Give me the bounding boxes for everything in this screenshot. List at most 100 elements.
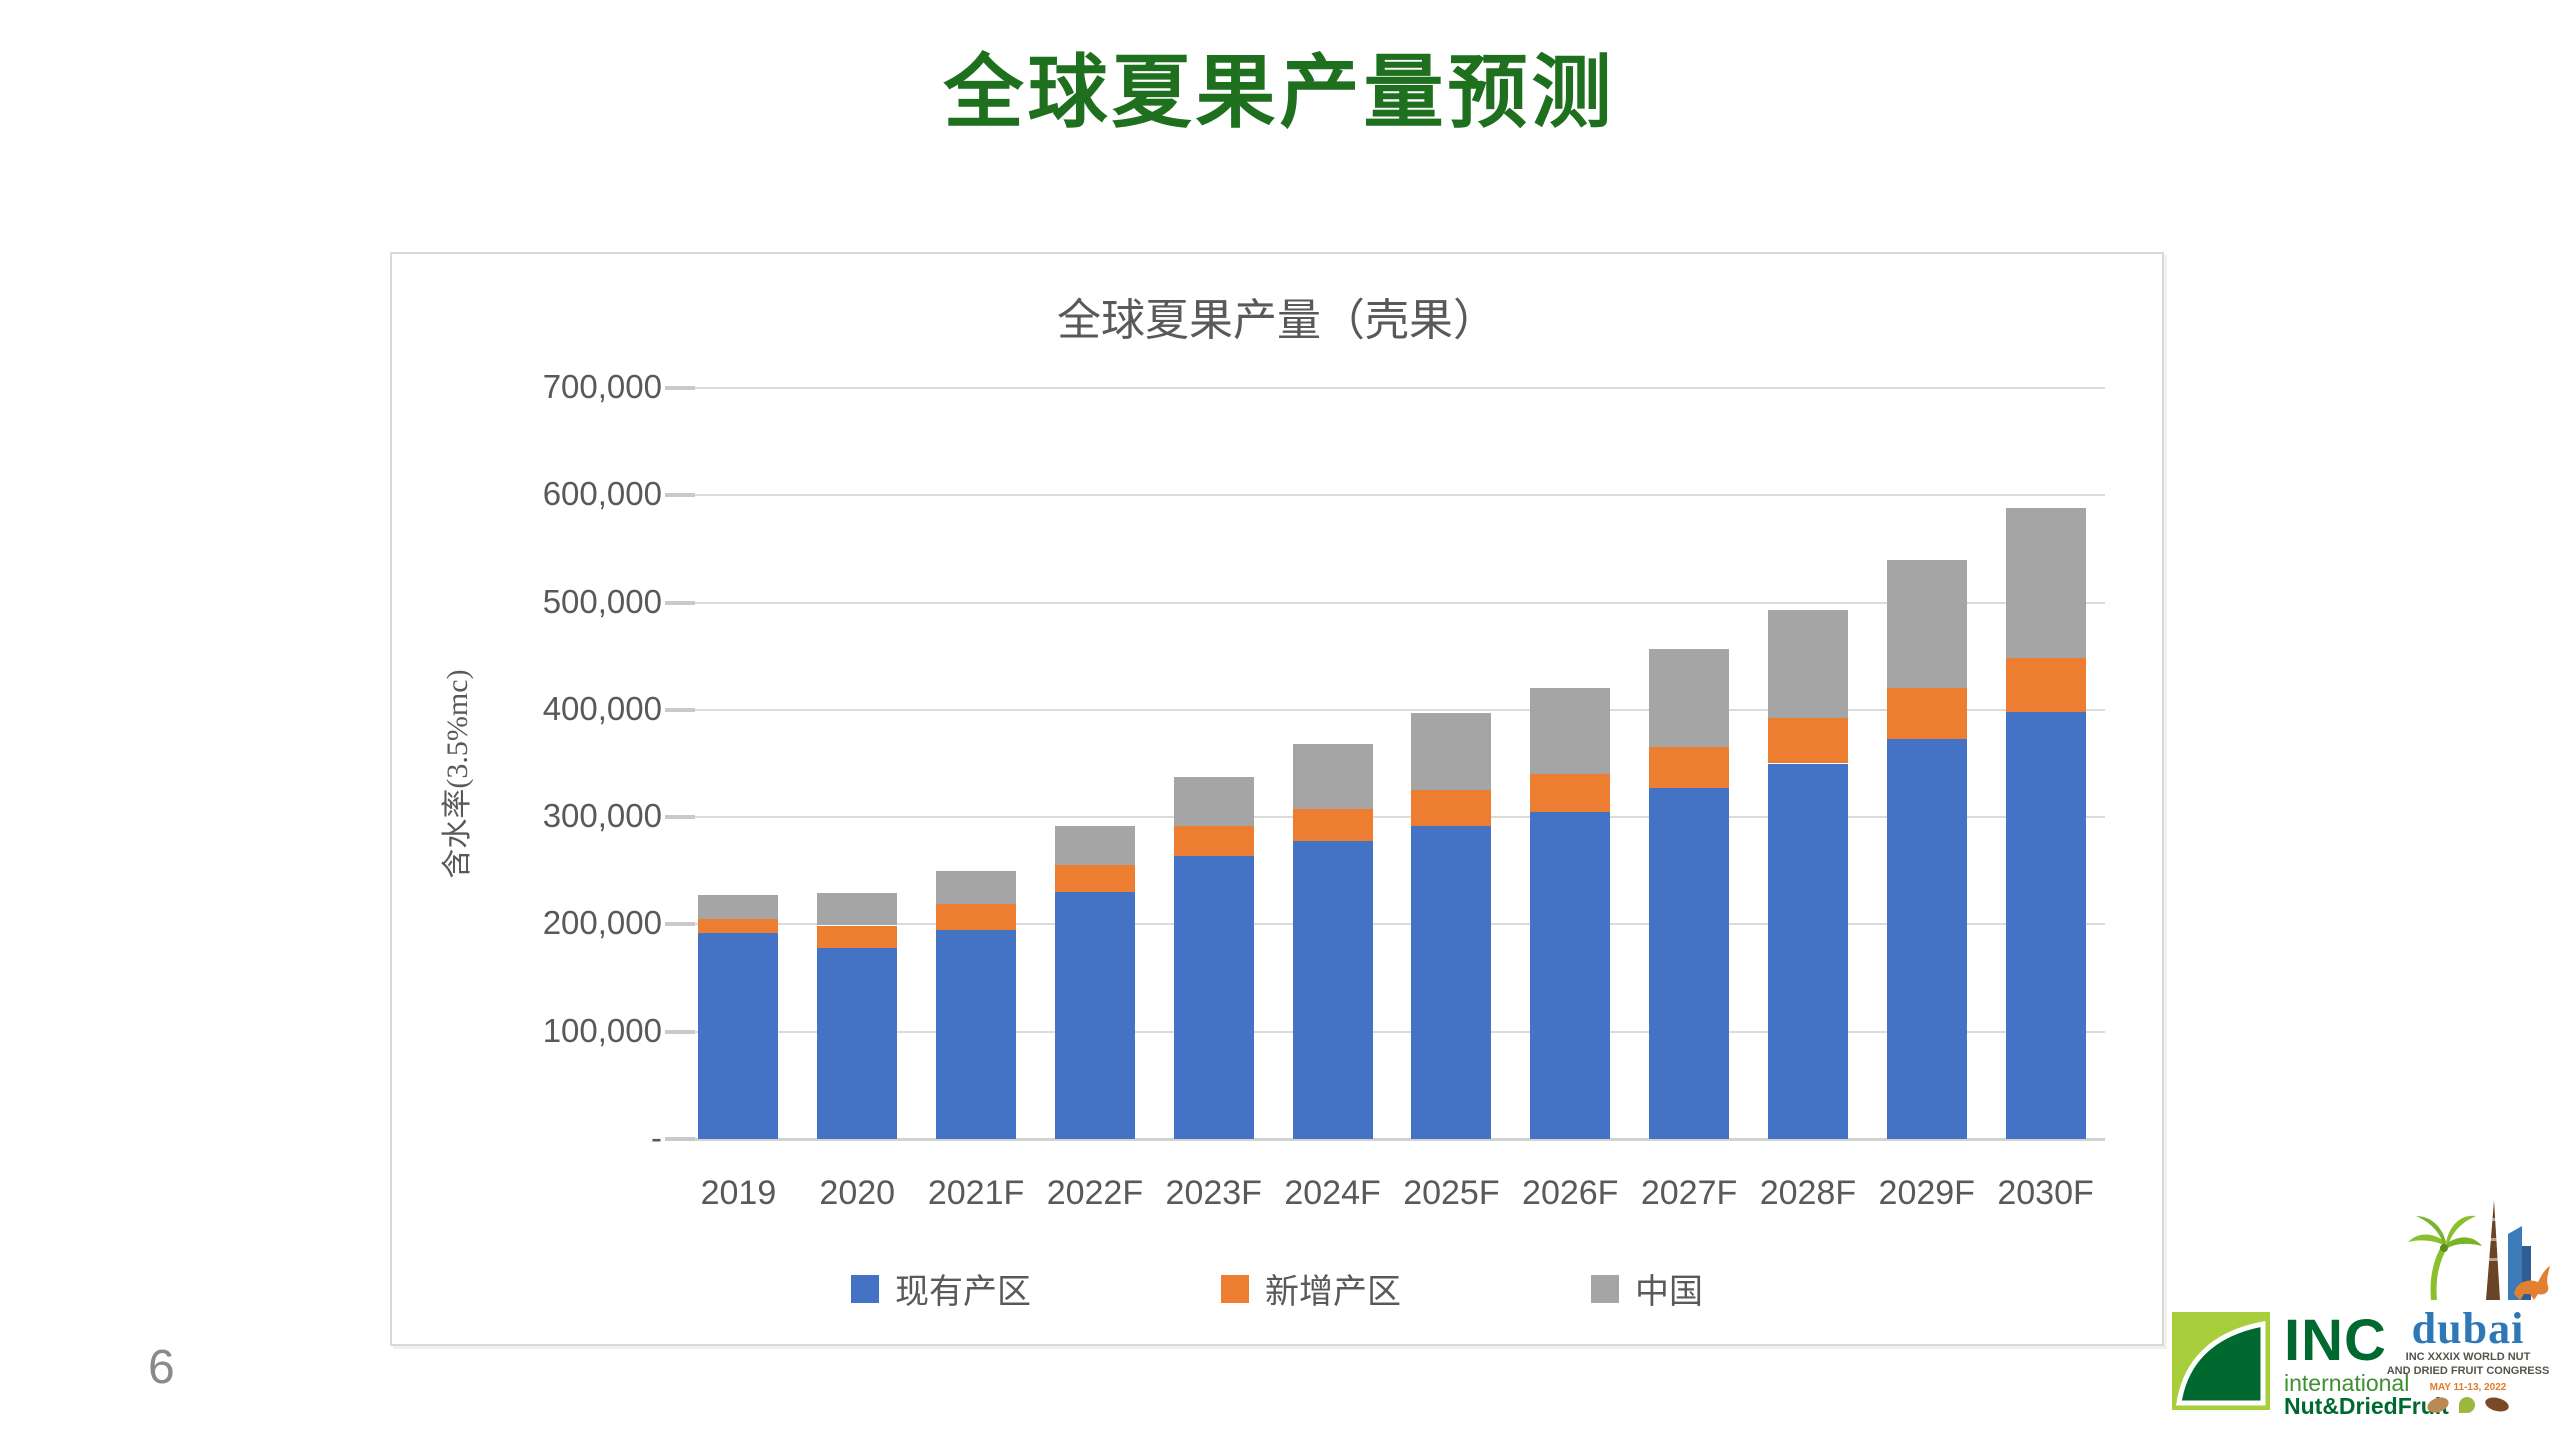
legend-item: 中国	[1591, 1264, 1703, 1313]
tower-shape	[2486, 1200, 2500, 1300]
bar-segment-new-regions	[2005, 658, 2086, 712]
y-tick-label: 100,000	[542, 1011, 662, 1049]
legend-swatch-icon	[851, 1274, 879, 1303]
dubai-wordmark: dubai	[2411, 1304, 2525, 1353]
gridline	[679, 387, 2105, 389]
bar-segment-new-regions	[1530, 774, 1611, 812]
bar-segment-china	[817, 893, 898, 926]
y-tick-mark	[665, 600, 695, 605]
bar-segment-china	[1530, 688, 1611, 775]
bar-segment-existing-regions	[1292, 840, 1373, 1139]
x-axis-label: 2020	[819, 1174, 896, 1212]
legend-swatch-icon	[1591, 1274, 1619, 1303]
inc-logo-text: INC international Nut&DriedFruit	[2284, 1312, 2449, 1424]
x-axis-label: 2024F	[1284, 1174, 1381, 1212]
palm-trunk	[2430, 1242, 2449, 1301]
legend-label: 新增产区	[1265, 1274, 1401, 1311]
nut-icon	[2483, 1395, 2511, 1414]
x-axis-label: 2027F	[1640, 1174, 1738, 1212]
inc-logo-mark	[2172, 1312, 2270, 1410]
nut-icon	[2425, 1394, 2451, 1415]
gridline	[679, 601, 2105, 604]
bar-segment-new-regions	[1054, 865, 1135, 893]
y-tick-label: 200,000	[542, 904, 662, 942]
bar-segment-new-regions	[936, 904, 1017, 930]
bar-segment-china	[936, 870, 1017, 905]
chart-title: 全球夏果产量（壳果）	[1057, 296, 1497, 345]
gridline	[679, 816, 2105, 819]
x-axis-label: 2026F	[1522, 1174, 1619, 1212]
y-tick-label: -	[651, 1119, 662, 1156]
bar-segment-new-regions	[1886, 688, 1967, 739]
page-number: 6	[148, 1341, 175, 1394]
x-axis-label: 2019	[700, 1174, 777, 1212]
gridline	[679, 923, 2105, 926]
legend-label: 现有产区	[895, 1274, 1031, 1311]
bar-segment-existing-regions	[698, 933, 779, 1139]
inc-logo-acronym: INC	[2284, 1308, 2387, 1373]
bar-segment-new-regions	[1173, 825, 1254, 856]
bar-segment-china	[698, 895, 779, 920]
x-axis-label: 2022F	[1046, 1174, 1144, 1212]
x-axis-label: 2023F	[1165, 1174, 1262, 1212]
bar-segment-new-regions	[1649, 747, 1730, 789]
dubai-congress-line2: AND DRIED FRUIT CONGRESS	[2386, 1364, 2550, 1377]
y-tick-mark	[665, 493, 695, 498]
bar-segment-china	[1767, 610, 1848, 719]
bar-segment-new-regions	[1292, 808, 1373, 841]
y-tick-label: 700,000	[542, 368, 662, 405]
inc-logo-line2: Nut&DriedFruit	[2284, 1393, 2449, 1419]
y-tick-mark	[665, 1137, 695, 1141]
bar-segment-china	[1886, 559, 1967, 689]
bar-segment-existing-regions	[1173, 855, 1254, 1139]
bar-segment-china	[2005, 508, 2086, 659]
y-tick-mark	[665, 707, 695, 712]
x-axis-line	[679, 1138, 2105, 1141]
bar-segment-existing-regions	[1649, 788, 1730, 1139]
bar-segment-existing-regions	[1054, 892, 1135, 1139]
dubai-congress-logo: dubai INC XXXIX WORLD NUT AND DRIED FRUI…	[2382, 1198, 2554, 1436]
bar-segment-existing-regions	[936, 929, 1017, 1139]
bar-segment-existing-regions	[1411, 825, 1492, 1139]
legend-swatch-icon	[1221, 1274, 1249, 1303]
building-shape	[2508, 1226, 2522, 1300]
y-tick-label: 400,000	[542, 689, 662, 727]
gridline	[679, 1030, 2105, 1033]
bar-segment-china	[1292, 744, 1373, 809]
gridline	[679, 494, 2105, 497]
bar-segment-new-regions	[1411, 790, 1492, 826]
x-axis-label: 2030F	[1997, 1174, 2094, 1212]
x-axis-label: 2021F	[927, 1174, 1025, 1212]
legend-item: 新增产区	[1221, 1264, 1401, 1313]
x-axis-label: 2025F	[1403, 1174, 1500, 1212]
y-tick-mark	[665, 815, 695, 820]
inc-logo: INC international Nut&DriedFruit	[2172, 1312, 2517, 1424]
dubai-logo-art	[2408, 1200, 2550, 1301]
inc-logo-line1: international	[2284, 1370, 2410, 1396]
dubai-congress-line1: INC XXXIX WORLD NUT	[2405, 1351, 2531, 1363]
bar-segment-existing-regions	[1530, 811, 1611, 1139]
legend-label: 中国	[1635, 1274, 1703, 1311]
bar-segment-new-regions	[1767, 718, 1848, 764]
chart-panel: 全球夏果产量（壳果） 含水率(3.5%mc) -100,000 200,000 30…	[390, 252, 2164, 1346]
y-tick-label: 600,000	[542, 475, 662, 513]
y-tick-mark	[665, 1029, 695, 1034]
legend-item: 现有产区	[851, 1264, 1031, 1313]
dubai-congress-dates: MAY 11-13, 2022	[2429, 1381, 2507, 1393]
y-tick-mark	[665, 386, 695, 390]
bar-segment-china	[1173, 777, 1254, 826]
x-axis-label: 2029F	[1878, 1174, 1975, 1212]
nut-icon	[2459, 1396, 2475, 1413]
y-tick-label: 500,000	[542, 582, 662, 620]
camel-shape	[2514, 1266, 2550, 1300]
bar-segment-existing-regions	[817, 948, 898, 1139]
bar-segment-china	[1649, 648, 1730, 748]
bar-segment-existing-regions	[1767, 763, 1848, 1139]
dubai-nuts-art	[2382, 1394, 2554, 1415]
bar-segment-china	[1411, 713, 1492, 791]
bar-segment-existing-regions	[1886, 738, 1967, 1139]
x-axis-label: 2028F	[1759, 1174, 1857, 1212]
bar-segment-new-regions	[817, 925, 898, 949]
bar-segment-new-regions	[698, 919, 779, 933]
